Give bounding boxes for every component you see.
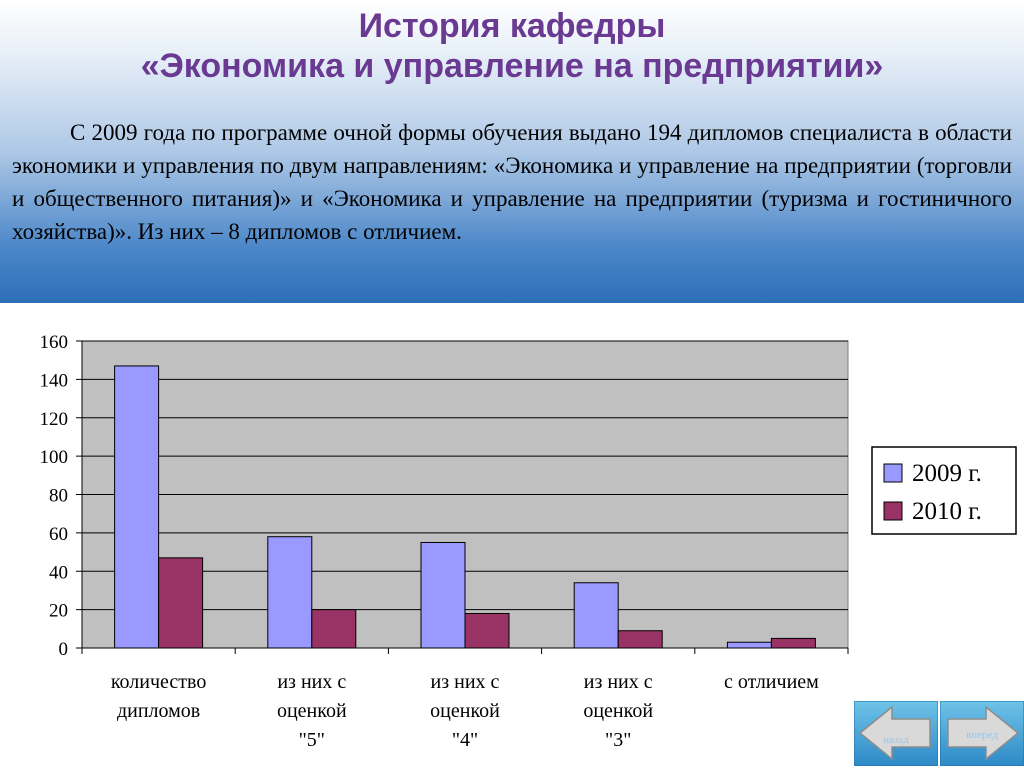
x-tick-label: с отличием	[724, 671, 819, 693]
x-tick-label: количество	[111, 671, 206, 693]
y-tick-label: 0	[59, 639, 69, 660]
x-tick-label: дипломов	[117, 700, 200, 722]
legend-label: 2010 г.	[912, 498, 982, 525]
y-tick-label: 100	[40, 447, 69, 468]
title-line-2: «Экономика и управление на предприятии»	[140, 47, 884, 85]
bar	[267, 536, 313, 649]
x-tick-label: оценкой	[583, 700, 653, 722]
x-tick-label: оценкой	[277, 700, 347, 722]
x-tick-label: "5"	[299, 729, 325, 751]
y-tick-label: 160	[40, 332, 69, 353]
title-line-1: История кафедры	[358, 7, 666, 45]
bar	[311, 609, 357, 649]
x-tick-label: оценкой	[430, 700, 500, 722]
back-button[interactable]: назад	[853, 700, 939, 767]
chart-area: 0 20 40 60 80 100 120 140 160 количество дипломов и…	[0, 303, 1024, 768]
legend-swatch	[883, 501, 903, 521]
bar	[420, 541, 466, 649]
bar	[726, 641, 772, 649]
bar	[158, 557, 204, 649]
legend-swatch	[883, 463, 903, 483]
x-tick-label: из них с	[431, 671, 500, 693]
intro-text: С 2009 года по программе очной формы обу…	[12, 120, 1012, 244]
bar	[770, 637, 816, 649]
bar	[573, 582, 619, 649]
x-tick-label: "4"	[452, 729, 478, 751]
page-title: История кафедры «Экономика и управление …	[0, 6, 1024, 86]
forward-label: вперед	[966, 729, 998, 741]
y-tick-label: 20	[49, 601, 68, 622]
bar	[114, 365, 160, 649]
x-tick-label: из них с	[584, 671, 653, 693]
forward-button[interactable]: вперед	[939, 700, 1024, 767]
x-tick-label: из них с	[277, 671, 346, 693]
bar-chart: 0 20 40 60 80 100 120 140 160 количество дипломов и…	[40, 332, 1017, 751]
y-tick-label: 120	[40, 409, 69, 430]
x-tick-label: "3"	[605, 729, 631, 751]
y-tick-label: 140	[40, 370, 69, 391]
back-label: назад	[883, 734, 909, 746]
bar	[464, 612, 510, 649]
header-banner: История кафедры «Экономика и управление …	[0, 0, 1024, 303]
y-tick-label: 40	[49, 562, 68, 583]
y-tick-label: 80	[49, 486, 68, 507]
arrow-right-icon	[939, 700, 1024, 767]
y-tick-label: 60	[49, 524, 68, 545]
legend-label: 2009 г.	[912, 460, 982, 487]
bar	[617, 630, 663, 649]
